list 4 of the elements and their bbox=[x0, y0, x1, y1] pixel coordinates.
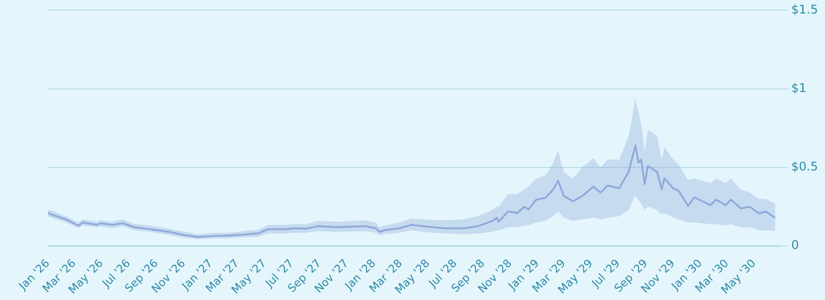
y-tick-label: $1 bbox=[791, 80, 807, 95]
y-tick-label: $1.5 bbox=[791, 2, 818, 16]
y-tick-label: 0 bbox=[791, 238, 799, 252]
y-tick-label: $0.5 bbox=[791, 160, 818, 174]
